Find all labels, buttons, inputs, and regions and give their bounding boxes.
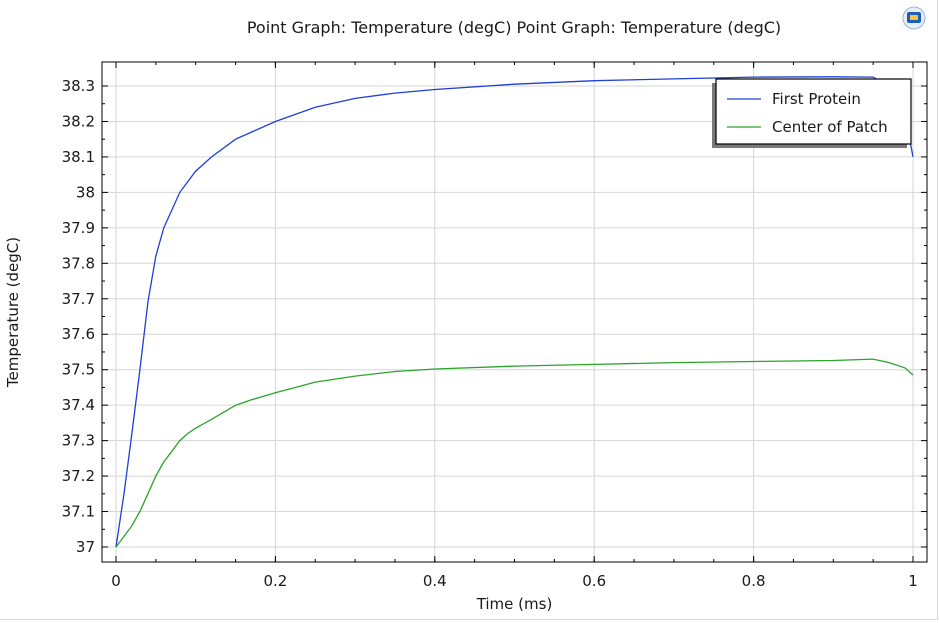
y-tick-label: 37.1 bbox=[62, 503, 95, 521]
series-line-first-protein bbox=[115, 76, 914, 548]
chart-title: Point Graph: Temperature (degC) Point Gr… bbox=[247, 18, 781, 37]
y-tick-label: 37 bbox=[76, 538, 95, 556]
y-tick-label: 37.5 bbox=[62, 361, 95, 379]
legend-box bbox=[715, 78, 912, 145]
y-tick-label: 38.2 bbox=[62, 112, 95, 130]
y-tick-label: 37.3 bbox=[62, 432, 95, 450]
series-line-center-of-patch bbox=[115, 358, 914, 548]
y-axis-ticks: 37 37.1 37.2 37.3 37.4 37.5 37.6 37.7 37.8 37.9 38… bbox=[62, 77, 927, 556]
y-tick-label: 37.7 bbox=[62, 290, 95, 308]
x-tick-label: 0.8 bbox=[742, 572, 766, 590]
graph-toolbar-icon[interactable] bbox=[902, 6, 926, 30]
x-axis-ticks: 0 0.2 0.4 0.6 0.8 1 bbox=[111, 62, 918, 590]
series-lines bbox=[115, 76, 914, 548]
x-tick-label: 0.4 bbox=[423, 572, 447, 590]
y-tick-label: 37.2 bbox=[62, 467, 95, 485]
y-tick-label: 37.8 bbox=[62, 254, 95, 272]
x-tick-label: 0.2 bbox=[263, 572, 287, 590]
y-tick-label: 38 bbox=[76, 183, 95, 201]
y-tick-label: 38.3 bbox=[62, 77, 95, 95]
x-tick-label: 1 bbox=[908, 572, 918, 590]
y-tick-label: 37.6 bbox=[62, 325, 95, 343]
y-axis-label: Temperature (degC) bbox=[4, 237, 22, 388]
chart-legend: First Protein Center of Patch bbox=[712, 78, 912, 148]
y-tick-label: 38.1 bbox=[62, 148, 95, 166]
y-tick-label: 37.4 bbox=[62, 396, 95, 414]
legend-label: First Protein bbox=[772, 90, 861, 108]
y-tick-label: 37.9 bbox=[62, 219, 95, 237]
x-tick-label: 0.6 bbox=[582, 572, 606, 590]
legend-label: Center of Patch bbox=[772, 118, 888, 136]
x-axis-label: Time (ms) bbox=[476, 595, 553, 613]
x-tick-label: 0 bbox=[111, 572, 121, 590]
